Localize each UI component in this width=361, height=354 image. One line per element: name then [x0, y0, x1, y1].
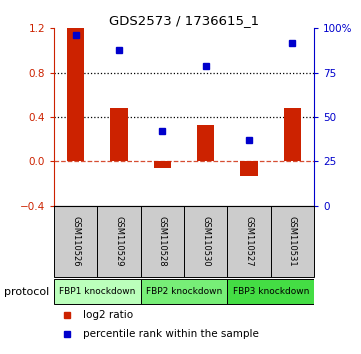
Text: percentile rank within the sample: percentile rank within the sample [83, 329, 258, 339]
Bar [197, 125, 214, 161]
Text: log2 ratio: log2 ratio [83, 310, 133, 320]
Text: GSM110530: GSM110530 [201, 216, 210, 267]
Text: FBP1 knockdown: FBP1 knockdown [59, 287, 136, 296]
Text: GSM110527: GSM110527 [245, 216, 253, 267]
Bar [284, 108, 301, 161]
Text: GSM110526: GSM110526 [71, 216, 80, 267]
Bar [54, 206, 97, 277]
Bar [271, 206, 314, 277]
Bar [240, 161, 258, 176]
Title: GDS2573 / 1736615_1: GDS2573 / 1736615_1 [109, 14, 259, 27]
Bar [110, 108, 128, 161]
Text: FBP3 knockdown: FBP3 knockdown [232, 287, 309, 296]
Text: GSM110528: GSM110528 [158, 216, 167, 267]
Bar [227, 279, 314, 304]
Bar [54, 279, 141, 304]
Bar [67, 28, 84, 161]
Bar [227, 206, 271, 277]
Text: protocol: protocol [4, 286, 49, 297]
Text: FBP2 knockdown: FBP2 knockdown [146, 287, 222, 296]
Bar [141, 279, 227, 304]
Bar [97, 206, 141, 277]
Bar [154, 161, 171, 168]
Text: GSM110531: GSM110531 [288, 216, 297, 267]
Bar [141, 206, 184, 277]
Text: GSM110529: GSM110529 [115, 216, 123, 267]
Bar [184, 206, 227, 277]
